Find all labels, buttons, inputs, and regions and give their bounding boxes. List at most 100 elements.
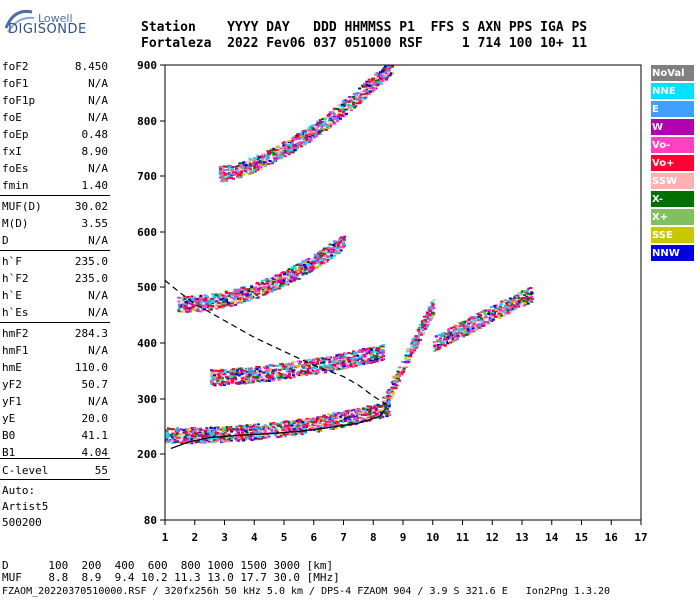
echo-pixel [300, 267, 304, 270]
echo-pixel [305, 141, 309, 144]
echo-pixel [244, 367, 248, 370]
echo-pixel [285, 368, 288, 370]
echo-pixel [324, 251, 328, 254]
echo-pixel [467, 318, 471, 321]
echo-pixel [346, 419, 350, 422]
echo-pixel [366, 85, 370, 88]
echo-pixel [287, 268, 291, 271]
echo-pixel [186, 440, 189, 443]
echo-pixel [327, 358, 331, 361]
echo-pixel [314, 126, 318, 129]
echo-pixel [223, 430, 227, 433]
echo-pixel [384, 72, 388, 75]
echo-pixel [318, 119, 322, 122]
echo-pixel [350, 352, 354, 355]
echo-pixel [260, 379, 264, 382]
echo-pixel [470, 317, 474, 320]
echo-pixel [371, 81, 375, 84]
echo-pixel [379, 350, 383, 352]
echo-pixel [235, 426, 239, 429]
param-h-es: h`Es N/A [2, 306, 108, 323]
echo-pixel [428, 312, 432, 315]
echo-pixel [526, 292, 530, 295]
echo-pixel [187, 439, 191, 442]
echo-pixel [384, 409, 388, 412]
echo-pixel [210, 432, 214, 435]
echo-pixel [284, 365, 288, 368]
echo-pixel [329, 419, 332, 422]
echo-pixel [386, 407, 389, 410]
echo-pixel [325, 123, 329, 126]
echo-pixel [524, 297, 528, 300]
echo-pixel [523, 290, 527, 293]
echo-pixel [235, 425, 239, 428]
echo-pixel [240, 170, 244, 173]
echo-pixel [225, 177, 229, 180]
echo-pixel [318, 357, 322, 360]
echo-pixel [311, 261, 315, 264]
echo-pixel [353, 352, 357, 354]
x-tick-label: 16 [605, 531, 619, 544]
echo-pixel [361, 348, 365, 351]
echo-pixel [318, 418, 322, 421]
echo-pixel [357, 363, 361, 366]
echo-pixel [398, 366, 402, 369]
echo-pixel [467, 333, 471, 335]
echo-pixel [223, 382, 227, 385]
param-foes: foEs N/A [2, 162, 108, 179]
echo-pixel [317, 262, 321, 265]
echo-pixel [263, 293, 267, 296]
echo-pixel [205, 303, 209, 306]
echo-pixel [476, 319, 480, 322]
echo-pixel [240, 290, 244, 293]
echo-pixel [484, 314, 488, 317]
echo-pixel [289, 365, 293, 368]
echo-pixel [517, 298, 521, 300]
echo-pixel [396, 370, 400, 373]
echo-pixel [291, 147, 295, 149]
echo-pixel [278, 280, 281, 283]
echo-pixel [372, 82, 376, 85]
x-tick-label: 7 [340, 531, 347, 544]
echo-pixel [285, 430, 289, 433]
echo-pixel [194, 429, 197, 432]
echo-pixel [283, 420, 287, 423]
echo-pixel [343, 103, 347, 106]
echo-pixel [184, 430, 188, 433]
echo-pixel [221, 172, 225, 175]
echo-pixel [524, 291, 528, 294]
echo-pixel [367, 347, 371, 350]
echo-pixel [213, 428, 217, 431]
echo-pixel [368, 408, 372, 411]
echo-pixel [216, 379, 220, 382]
echo-pixel [259, 428, 263, 431]
echo-pixel [360, 91, 364, 93]
echo-pixel [273, 433, 277, 436]
echo-pixel [358, 95, 362, 98]
echo-pixel [340, 367, 344, 370]
echo-pixel [290, 427, 294, 430]
echo-pixel [189, 298, 193, 301]
echo-pixel [186, 296, 190, 298]
echo-pixel [416, 337, 420, 340]
echo-pixel [288, 376, 292, 379]
echo-pixel [288, 269, 292, 272]
echo-pixel [347, 410, 351, 413]
echo-pixel [293, 275, 297, 278]
echo-pixel [313, 423, 317, 426]
echo-pixel [333, 414, 337, 417]
echo-pixel [383, 407, 387, 410]
echo-pixel [369, 81, 373, 84]
echo-pixel [291, 374, 295, 377]
echo-pixel [189, 430, 193, 433]
echo-pixel [249, 158, 253, 161]
echo-pixel [250, 286, 254, 288]
echo-pixel [284, 281, 288, 283]
echo-pixel [446, 332, 450, 335]
echo-pixel [266, 372, 270, 375]
echo-pixel [308, 372, 312, 374]
echo-pixel [308, 369, 312, 372]
echo-pixel [256, 423, 260, 426]
echo-pixel [211, 305, 214, 307]
echo-pixel [312, 136, 316, 139]
